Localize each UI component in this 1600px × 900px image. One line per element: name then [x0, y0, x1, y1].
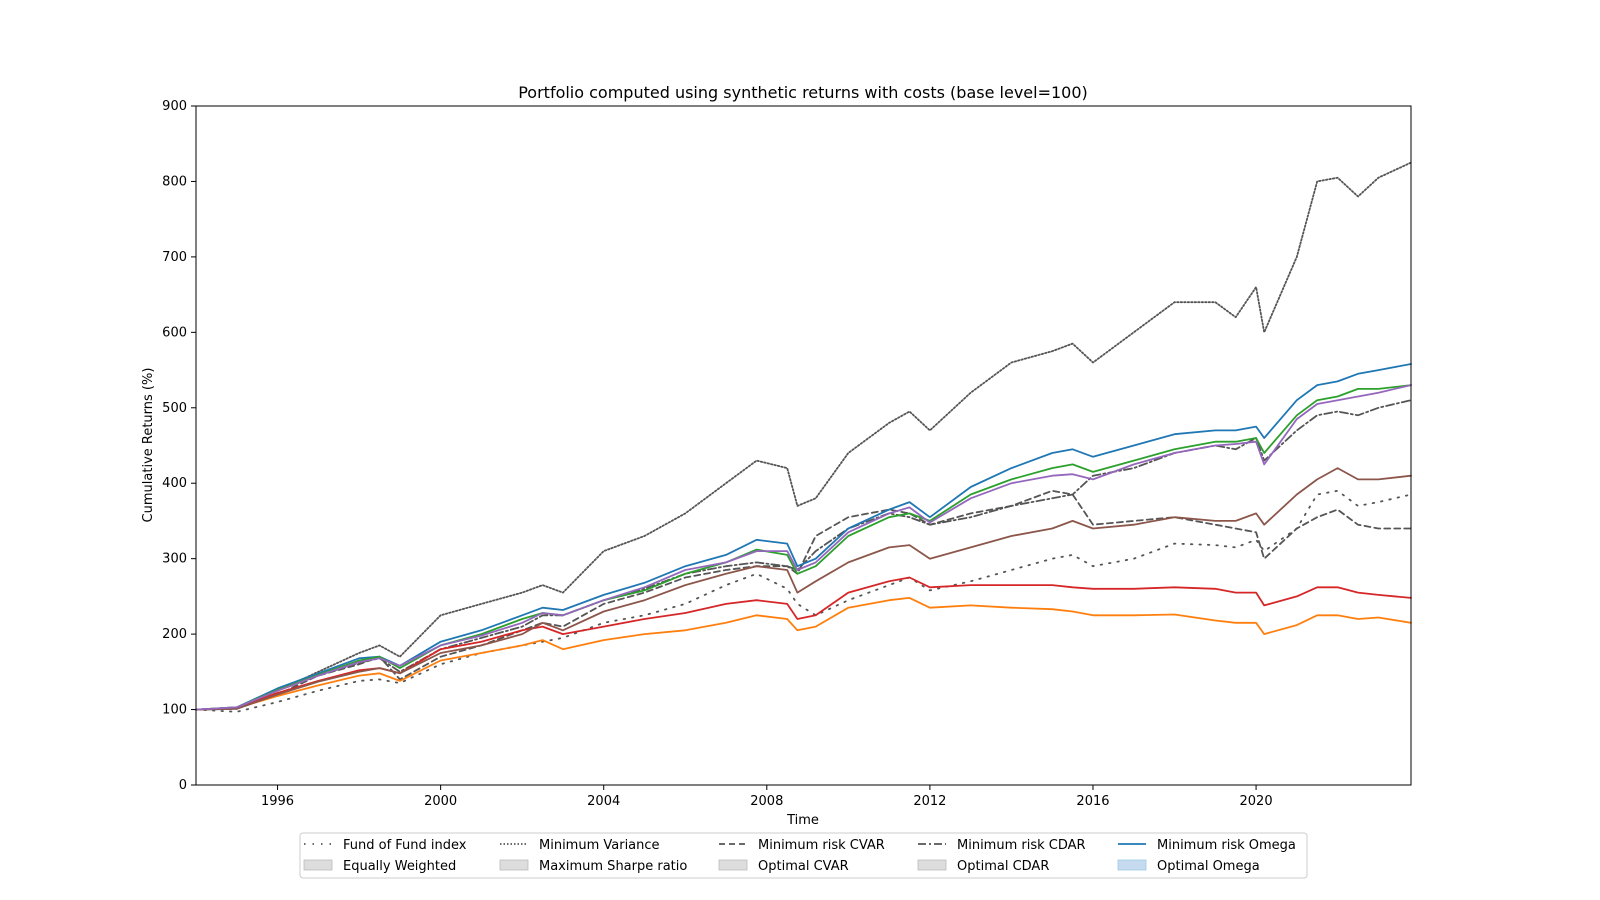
x-tick-label: 2016	[1076, 794, 1109, 809]
legend-label-optimal-omega: Optimal Omega	[1157, 859, 1260, 874]
legend-label-optimal-cdar: Optimal CDAR	[957, 859, 1049, 874]
series-line-equally-weighted	[195, 597, 1412, 711]
legend-frame	[299, 832, 1308, 879]
x-tick-label: 2000	[424, 794, 457, 809]
series-line-optimal-cvar	[195, 576, 1412, 711]
legend-label-maximum-sharpe-ratio: Maximum Sharpe ratio	[539, 859, 687, 874]
series-line-minimum-variance	[195, 161, 1412, 711]
legend-label-minimum-risk-cvar: Minimum risk CVAR	[758, 838, 885, 853]
x-tick-label: 2012	[913, 794, 946, 809]
y-tick-label: 600	[162, 325, 187, 340]
legend-label-equally-weighted: Equally Weighted	[343, 859, 456, 874]
legend-label-fund-of-fund-index: Fund of Fund index	[343, 838, 467, 853]
series-line-optimal-cdar	[195, 467, 1412, 711]
x-tick-label: 2020	[1240, 794, 1273, 809]
legend-label-optimal-cvar: Optimal CVAR	[758, 859, 849, 874]
x-tick-label: 2004	[587, 794, 620, 809]
x-axis: 1996 2000 2004 2008 2012 2016 2020	[261, 785, 1273, 809]
y-tick-label: 400	[162, 476, 187, 491]
y-tick-label: 100	[162, 703, 187, 718]
series-line-optimal-omega	[195, 384, 1412, 711]
y-axis-label: Cumulative Returns (%)	[141, 368, 156, 523]
chart-title: Portfolio computed using synthetic retur…	[518, 83, 1088, 102]
x-tick-label: 2008	[750, 794, 783, 809]
legend-swatch-equally-weighted	[303, 859, 333, 871]
plot-lines	[195, 161, 1412, 713]
y-tick-label: 900	[162, 99, 187, 114]
legend-label-minimum-variance: Minimum Variance	[539, 838, 660, 853]
y-tick-label: 800	[162, 174, 187, 189]
legend-swatch-optimal-omega	[1117, 859, 1147, 871]
y-tick-label: 300	[162, 552, 187, 567]
legend-label-minimum-risk-cdar: Minimum risk CDAR	[957, 838, 1086, 853]
legend-swatch-optimal-cvar	[718, 859, 748, 871]
x-tick-label: 1996	[261, 794, 294, 809]
series-line-maximum-sharpe-ratio	[195, 384, 1412, 711]
y-tick-label: 200	[162, 627, 187, 642]
y-tick-label: 500	[162, 401, 187, 416]
y-tick-label: 700	[162, 250, 187, 265]
y-tick-label: 0	[179, 778, 187, 793]
y-axis: 0 100 200 300 400 500 600 700 800 900	[162, 99, 196, 793]
series-line-minimum-risk-cvar	[195, 489, 1412, 711]
legend-swatch-maximum-sharpe-ratio	[499, 859, 529, 871]
legend: Fund of Fund index Minimum Variance Minimu…	[299, 832, 1308, 879]
legend-swatch-optimal-cdar	[917, 859, 947, 871]
plot-frame	[195, 105, 1412, 786]
series-line-minimum-risk-omega	[195, 363, 1412, 711]
series-line-fund-of-fund-index	[195, 489, 1412, 713]
x-axis-label: Time	[786, 813, 819, 828]
legend-label-minimum-risk-omega: Minimum risk Omega	[1157, 838, 1296, 853]
series-line-minimum-risk-cdar	[195, 399, 1412, 711]
